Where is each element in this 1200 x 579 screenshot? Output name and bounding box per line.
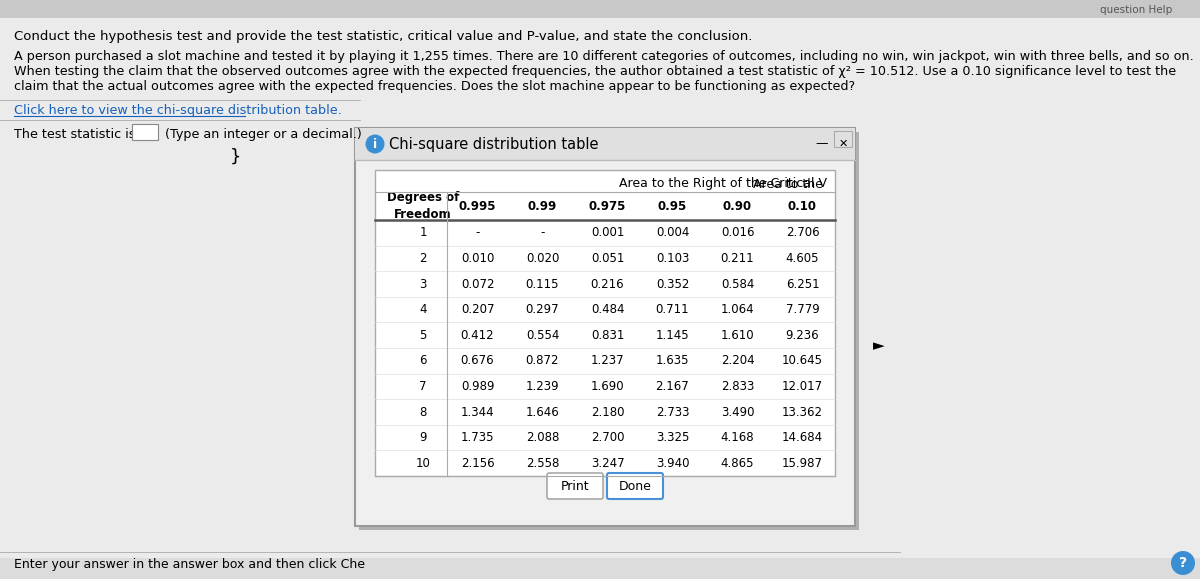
- FancyBboxPatch shape: [0, 18, 1200, 558]
- Text: 2.733: 2.733: [655, 405, 689, 419]
- Text: 0.95: 0.95: [658, 200, 688, 212]
- Text: 0.412: 0.412: [461, 329, 494, 342]
- Text: 0.072: 0.072: [461, 277, 494, 291]
- Text: 1.690: 1.690: [590, 380, 624, 393]
- Text: ►: ►: [874, 339, 884, 354]
- Text: 0.872: 0.872: [526, 354, 559, 367]
- Text: claim that the actual outcomes agree with the expected frequencies. Does the slo: claim that the actual outcomes agree wit…: [14, 80, 856, 93]
- Text: ✕: ✕: [839, 139, 847, 149]
- Text: 1.237: 1.237: [590, 354, 624, 367]
- Text: -: -: [475, 226, 480, 239]
- Text: When testing the claim that the observed outcomes agree with the expected freque: When testing the claim that the observed…: [14, 65, 1176, 78]
- Text: 0.211: 0.211: [721, 252, 755, 265]
- FancyBboxPatch shape: [607, 473, 662, 499]
- Text: 2.156: 2.156: [461, 457, 494, 470]
- Text: Done: Done: [618, 479, 652, 493]
- Text: 0.995: 0.995: [458, 200, 497, 212]
- Text: i: i: [373, 137, 377, 151]
- Text: 3: 3: [419, 277, 427, 291]
- Text: 0.352: 0.352: [656, 277, 689, 291]
- Text: 3.940: 3.940: [655, 457, 689, 470]
- Text: 4.865: 4.865: [721, 457, 755, 470]
- FancyBboxPatch shape: [547, 473, 604, 499]
- Text: 0.103: 0.103: [656, 252, 689, 265]
- Text: Area to the: Area to the: [754, 178, 827, 190]
- Text: —: —: [816, 137, 828, 151]
- Text: 1.610: 1.610: [721, 329, 755, 342]
- Text: (Type an integer or a decimal.): (Type an integer or a decimal.): [166, 128, 361, 141]
- Text: 2.706: 2.706: [786, 226, 820, 239]
- Text: 7: 7: [419, 380, 427, 393]
- Text: 4.168: 4.168: [721, 431, 755, 444]
- Circle shape: [366, 134, 384, 153]
- Text: 0.10: 0.10: [788, 200, 817, 212]
- Text: 7.779: 7.779: [786, 303, 820, 316]
- Text: 9: 9: [419, 431, 427, 444]
- Text: 0.216: 0.216: [590, 277, 624, 291]
- Text: 0.207: 0.207: [461, 303, 494, 316]
- FancyBboxPatch shape: [374, 170, 835, 476]
- Text: 15.987: 15.987: [782, 457, 823, 470]
- Text: }: }: [230, 148, 241, 166]
- FancyBboxPatch shape: [0, 0, 1200, 18]
- Text: 1: 1: [419, 226, 427, 239]
- Text: 0.001: 0.001: [590, 226, 624, 239]
- Text: 12.017: 12.017: [782, 380, 823, 393]
- Text: 2.088: 2.088: [526, 431, 559, 444]
- Text: 3.247: 3.247: [590, 457, 624, 470]
- Text: Area to the Right of the Critical V: Area to the Right of the Critical V: [619, 178, 827, 190]
- Text: 2.833: 2.833: [721, 380, 754, 393]
- FancyBboxPatch shape: [355, 128, 854, 160]
- Text: 0.010: 0.010: [461, 252, 494, 265]
- Text: 2.180: 2.180: [590, 405, 624, 419]
- Text: -: -: [540, 226, 545, 239]
- Text: 0.020: 0.020: [526, 252, 559, 265]
- Text: 0.676: 0.676: [461, 354, 494, 367]
- Text: 0.115: 0.115: [526, 277, 559, 291]
- Text: 5: 5: [419, 329, 427, 342]
- FancyBboxPatch shape: [359, 132, 859, 530]
- Text: Click here to view the chi-square distribution table.: Click here to view the chi-square distri…: [14, 104, 342, 117]
- Text: Chi-square distribution table: Chi-square distribution table: [389, 137, 599, 152]
- Text: 1.239: 1.239: [526, 380, 559, 393]
- Text: Enter your answer in the answer box and then click Che: Enter your answer in the answer box and …: [14, 558, 365, 571]
- Text: Print: Print: [560, 479, 589, 493]
- Text: 0.554: 0.554: [526, 329, 559, 342]
- Text: 2.204: 2.204: [721, 354, 755, 367]
- Text: 0.711: 0.711: [655, 303, 689, 316]
- Text: 1.735: 1.735: [461, 431, 494, 444]
- Text: 2.558: 2.558: [526, 457, 559, 470]
- Text: 13.362: 13.362: [782, 405, 823, 419]
- Text: 0.297: 0.297: [526, 303, 559, 316]
- Text: 2.167: 2.167: [655, 380, 689, 393]
- Text: 3.325: 3.325: [656, 431, 689, 444]
- Text: 0.016: 0.016: [721, 226, 755, 239]
- Text: 0.99: 0.99: [528, 200, 557, 212]
- Text: 4.605: 4.605: [786, 252, 820, 265]
- Circle shape: [1171, 551, 1195, 575]
- Text: 1.635: 1.635: [655, 354, 689, 367]
- Text: A person purchased a slot machine and tested it by playing it 1,255 times. There: A person purchased a slot machine and te…: [14, 50, 1194, 63]
- Text: 1.344: 1.344: [461, 405, 494, 419]
- Text: question Help: question Help: [1100, 5, 1172, 15]
- Text: 14.684: 14.684: [782, 431, 823, 444]
- Text: 2: 2: [419, 252, 427, 265]
- Text: 10.645: 10.645: [782, 354, 823, 367]
- FancyBboxPatch shape: [355, 128, 854, 526]
- Text: 0.831: 0.831: [590, 329, 624, 342]
- Text: 1.064: 1.064: [721, 303, 755, 316]
- Text: ?: ?: [1178, 556, 1187, 570]
- Text: 0.989: 0.989: [461, 380, 494, 393]
- Text: Conduct the hypothesis test and provide the test statistic, critical value and P: Conduct the hypothesis test and provide …: [14, 30, 752, 43]
- Text: 4: 4: [419, 303, 427, 316]
- Text: The test statistic is: The test statistic is: [14, 128, 136, 141]
- Text: 10: 10: [415, 457, 431, 470]
- Text: 0.484: 0.484: [590, 303, 624, 316]
- Text: 9.236: 9.236: [786, 329, 820, 342]
- Text: 0.975: 0.975: [589, 200, 626, 212]
- Text: 0.051: 0.051: [590, 252, 624, 265]
- FancyBboxPatch shape: [834, 131, 852, 147]
- Text: 1.646: 1.646: [526, 405, 559, 419]
- Text: Degrees of
Freedom: Degrees of Freedom: [386, 192, 460, 221]
